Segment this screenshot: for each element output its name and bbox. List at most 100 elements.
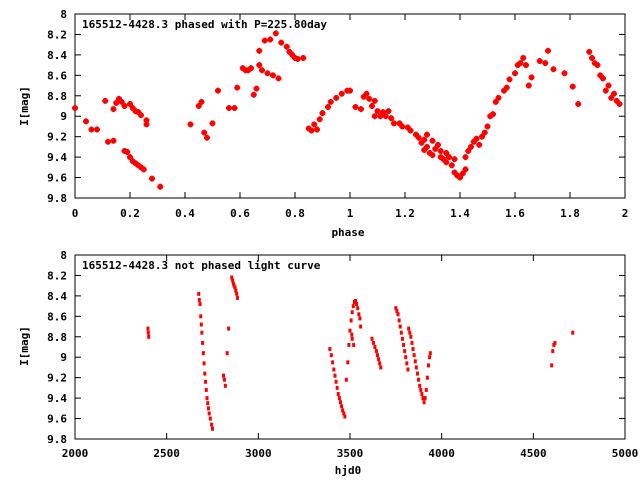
phased-data-point	[283, 43, 290, 50]
unphased-data-point	[343, 414, 347, 419]
unphased-data-point	[204, 379, 208, 384]
phased-data-point	[446, 154, 452, 161]
unphased-data-point	[332, 367, 336, 372]
phased-data-point	[616, 100, 623, 107]
unphased-data-point	[334, 379, 338, 384]
unphased-data-point	[341, 408, 345, 413]
unphased-data-point	[379, 365, 383, 370]
unphased-data-point	[235, 295, 239, 300]
unphased-data-point	[204, 387, 208, 392]
phased-data-point	[105, 138, 111, 145]
phased-data-point	[528, 74, 535, 81]
phased-data-point	[605, 82, 612, 89]
phased-data-point	[289, 51, 296, 58]
phased-data-point	[319, 110, 326, 117]
unphased-data-point	[411, 347, 415, 352]
unphased-data-point	[395, 309, 399, 314]
phased-data-point	[325, 104, 331, 111]
unphased-data-point	[328, 347, 332, 352]
unphased-data-point	[354, 299, 357, 303]
phased-data-point	[536, 58, 543, 65]
phased-data-point	[451, 169, 458, 176]
phased-y-tick-label: 9	[60, 110, 67, 123]
unphased-data-point	[420, 392, 424, 397]
phased-data-point	[327, 98, 334, 105]
phased-data-point	[473, 135, 480, 142]
phased-data-point	[256, 47, 263, 54]
unphased-data-point	[417, 377, 421, 382]
phased-x-tick-label: 1.6	[505, 207, 525, 220]
phased-data-point	[429, 137, 436, 144]
unphased-data-point	[340, 404, 344, 409]
unphased-data-point	[409, 334, 413, 339]
phased-x-tick-label: 0.6	[230, 207, 250, 220]
unphased-data-point	[197, 291, 201, 296]
unphased-data-point	[414, 365, 418, 370]
unphased-y-tick-label: 8.6	[47, 310, 67, 323]
phased-data-point	[256, 62, 263, 69]
phased-data-point	[102, 97, 109, 104]
phased-data-point	[110, 137, 117, 144]
unphased-data-point	[408, 330, 412, 335]
unphased-data-point	[412, 353, 416, 358]
phased-data-point	[116, 95, 122, 102]
unphased-data-point	[235, 291, 239, 296]
phased-data-point	[437, 147, 444, 154]
unphased-data-point	[206, 406, 210, 411]
phased-data-point	[198, 98, 205, 105]
phased-data-point	[440, 156, 447, 163]
unphased-data-point	[378, 361, 382, 366]
phased-x-tick-label: 1	[347, 207, 354, 220]
phased-data-point	[448, 162, 455, 169]
phased-data-point	[352, 104, 359, 111]
unphased-data-point	[222, 373, 225, 378]
phased-data-point	[424, 143, 430, 150]
phased-data-point	[506, 76, 513, 83]
phased-data-point	[421, 146, 428, 153]
unphased-data-point	[198, 302, 202, 307]
phased-data-point	[245, 67, 252, 74]
unphased-data-point	[222, 377, 226, 382]
phased-data-point	[517, 60, 524, 67]
phased-data-point	[429, 152, 436, 159]
phased-y-tick-label: 9.4	[47, 151, 67, 164]
unphased-y-tick-label: 8.8	[47, 331, 67, 344]
phased-data-point	[382, 113, 389, 120]
phased-data-point	[476, 141, 483, 148]
phased-data-point	[371, 97, 378, 104]
phased-data-point	[316, 116, 323, 123]
unphased-data-point	[551, 349, 555, 354]
unphased-y-tick-label: 9.6	[47, 413, 67, 426]
unphased-data-point	[350, 336, 354, 341]
unphased-data-point	[428, 355, 432, 360]
unphased-data-point	[376, 353, 379, 358]
unphased-y-tick-label: 9.8	[47, 433, 67, 446]
phased-data-point	[520, 54, 527, 61]
unphased-data-point	[402, 342, 406, 347]
phased-data-point	[613, 97, 620, 104]
phased-data-point	[250, 91, 257, 98]
phased-data-point	[484, 123, 491, 130]
unphased-data-point	[356, 306, 360, 311]
phased-y-tick-label: 8.6	[47, 69, 67, 82]
unphased-data-point	[233, 285, 237, 290]
phased-data-point	[143, 121, 150, 128]
phased-data-point	[333, 94, 340, 101]
phased-data-point	[248, 65, 254, 72]
unphased-data-point	[207, 411, 211, 416]
phased-data-point	[261, 37, 268, 44]
unphased-data-point	[337, 396, 341, 401]
phased-y-axis-label: I[mag]	[18, 86, 31, 126]
phased-x-tick-label: 1.4	[450, 207, 470, 220]
phased-data-point	[187, 121, 194, 128]
phased-data-point	[118, 98, 125, 105]
phased-data-point	[143, 117, 150, 124]
unphased-data-point	[403, 349, 407, 354]
phased-data-point	[481, 129, 488, 136]
phased-data-point	[259, 67, 265, 74]
unphased-data-point	[370, 336, 374, 341]
phased-data-point	[391, 120, 397, 127]
phased-data-point	[512, 70, 518, 77]
phased-data-point	[369, 103, 375, 109]
phased-y-tick-label: 9.6	[47, 172, 67, 185]
